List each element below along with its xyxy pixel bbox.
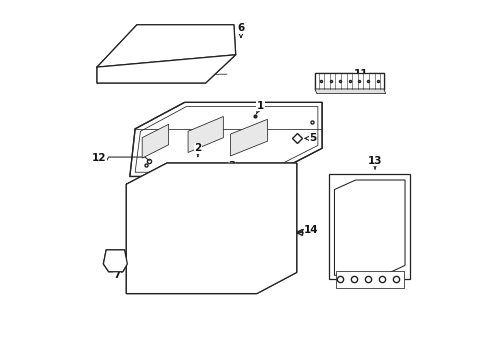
Polygon shape — [130, 102, 322, 176]
Text: 12: 12 — [92, 153, 106, 163]
Polygon shape — [230, 119, 267, 156]
Text: 3: 3 — [225, 161, 235, 171]
Polygon shape — [97, 25, 235, 67]
Polygon shape — [103, 250, 127, 272]
Text: 15: 15 — [281, 249, 295, 261]
Text: 17: 17 — [388, 246, 406, 256]
Text: 8: 8 — [145, 255, 155, 266]
Text: 5: 5 — [305, 133, 316, 143]
Text: 11: 11 — [352, 69, 367, 82]
Bar — [335, 271, 404, 288]
Text: 10: 10 — [183, 274, 197, 287]
Text: 16: 16 — [388, 222, 406, 233]
Bar — [328, 174, 409, 279]
Text: 2: 2 — [194, 143, 201, 157]
Polygon shape — [126, 163, 296, 294]
Polygon shape — [334, 180, 404, 275]
Polygon shape — [188, 117, 223, 153]
Text: 9: 9 — [200, 191, 211, 201]
Polygon shape — [314, 89, 385, 94]
Text: 14: 14 — [300, 225, 318, 235]
Polygon shape — [314, 73, 383, 89]
Polygon shape — [142, 124, 168, 158]
Text: 1: 1 — [256, 101, 264, 114]
Polygon shape — [97, 55, 235, 83]
Text: 6: 6 — [237, 23, 244, 37]
Text: 4: 4 — [285, 210, 292, 224]
Text: 7: 7 — [113, 267, 122, 280]
Text: 13: 13 — [367, 156, 382, 169]
